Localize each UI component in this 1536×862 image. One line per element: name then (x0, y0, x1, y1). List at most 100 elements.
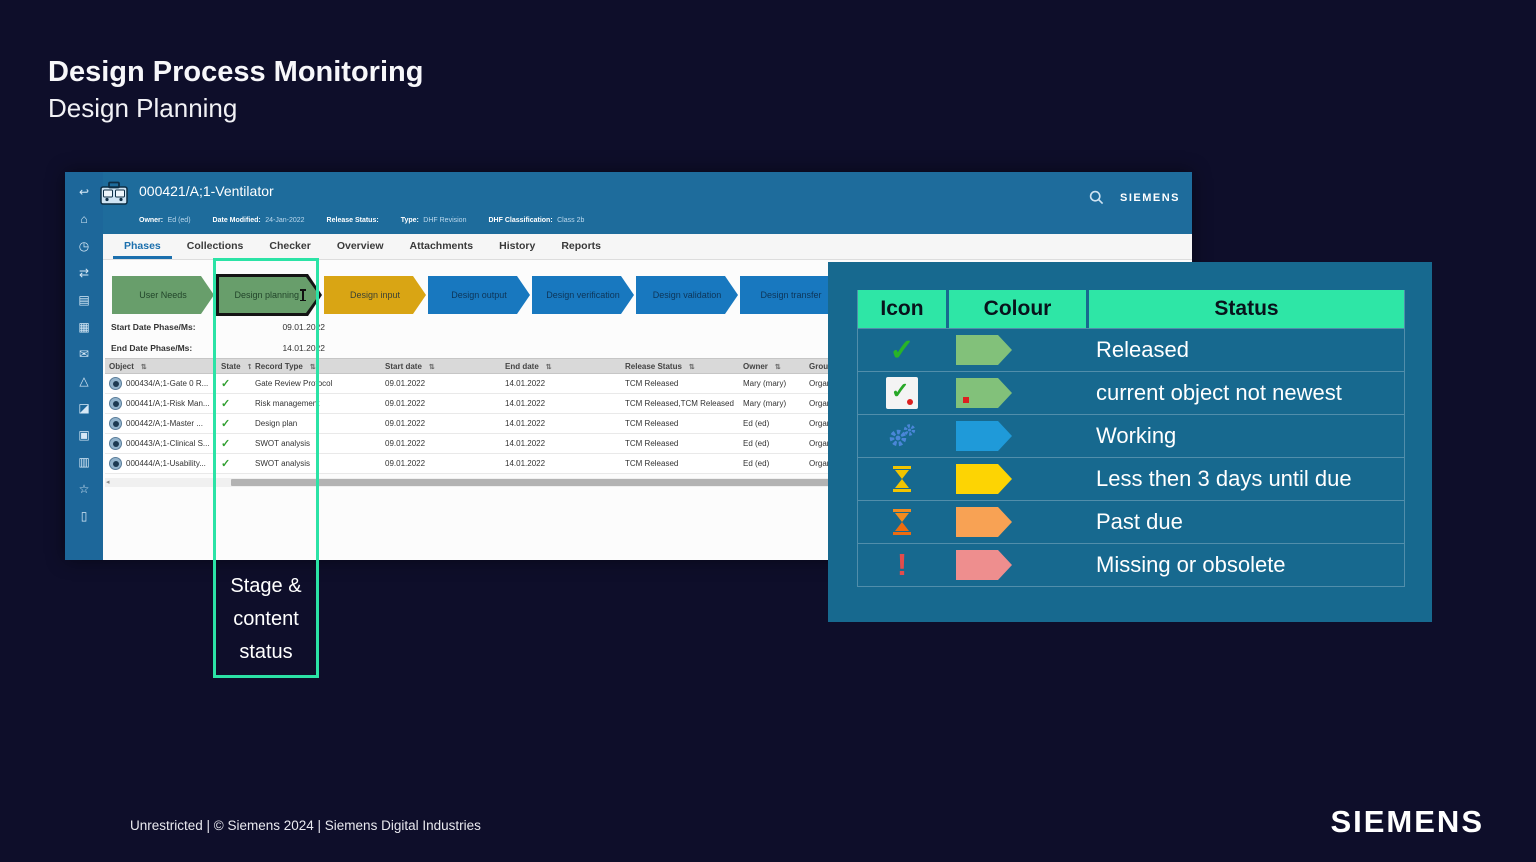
colour-flag (956, 464, 1012, 494)
sort-icon[interactable] (543, 362, 552, 371)
sort-icon[interactable] (772, 362, 781, 371)
legend-status-label: Missing or obsolete (1096, 552, 1286, 577)
search-icon[interactable] (1089, 190, 1104, 205)
home-icon[interactable]: ⌂ (80, 212, 88, 226)
phase-design-input[interactable]: Design input (324, 276, 426, 314)
object-icon (109, 377, 122, 390)
siemens-logo: SIEMENS (1330, 804, 1484, 839)
legend-row-due-soon: Less then 3 days until due (858, 457, 1404, 500)
meta-label: Release Status: (326, 217, 379, 224)
column-header-end-date[interactable]: End date (501, 362, 621, 371)
object-icon (109, 417, 122, 430)
page-subtitle: Design Planning (48, 93, 238, 123)
scroll-left-icon[interactable]: ◂ (106, 479, 110, 486)
tab-checker[interactable]: Checker (269, 240, 311, 252)
column-header-record-type[interactable]: Record Type (251, 362, 381, 371)
sort-icon[interactable] (138, 362, 147, 371)
end-date-label: End Date Phase/Ms: (111, 343, 193, 353)
recent-icon[interactable]: ◷ (78, 239, 90, 253)
colour-flag (956, 335, 1012, 365)
report-icon[interactable]: ▦ (78, 320, 90, 334)
column-header-state[interactable]: State (217, 362, 251, 371)
meta-label: Owner: (139, 217, 164, 224)
inbox-icon[interactable]: ✉ (78, 347, 90, 361)
legend-status-label: Working (1096, 423, 1177, 448)
folder-icon[interactable]: ▤ (78, 293, 90, 307)
status-legend-panel: Icon Colour Status Released current obje… (828, 262, 1432, 622)
tab-phases[interactable]: Phases (113, 234, 172, 259)
column-header-release-status[interactable]: Release Status (621, 362, 739, 371)
sort-icon[interactable] (686, 362, 695, 371)
legend-status-label: Less then 3 days until due (1096, 466, 1352, 491)
app-siemens-logo: SIEMENS (1119, 192, 1180, 204)
briefcase-icon (100, 181, 128, 205)
legend-header-icon: Icon (880, 297, 924, 320)
red-dot-icon (963, 397, 969, 403)
stage-status-highlight: Stage & content status (213, 258, 319, 678)
stage-status-label: Stage & content status (230, 575, 302, 663)
column-header-group[interactable]: Group (805, 362, 1187, 371)
phase-design-transfer[interactable]: Design transfer (740, 276, 842, 314)
tab-history[interactable]: History (499, 240, 536, 252)
green-check-icon (889, 333, 914, 368)
object-icon (109, 397, 122, 410)
column-header-object[interactable]: Object (105, 362, 217, 371)
app-sidebar: ↩ ⌂ ◷ ⇄ ▤ ▦ ✉ △ ◪ ▣ ▥ ☆ ▯ (65, 172, 103, 560)
image-icon[interactable]: ◪ (78, 401, 90, 415)
state-check-icon: ✓ (221, 418, 231, 430)
column-header-start-date[interactable]: Start date (381, 362, 501, 371)
phase-design-output[interactable]: Design output (428, 276, 530, 314)
sort-icon[interactable] (426, 362, 435, 371)
state-check-icon: ✓ (221, 398, 231, 410)
state-check-icon: ✓ (221, 458, 231, 470)
hourglass-orange-icon (893, 509, 911, 535)
meta-label: DHF Classification: (488, 217, 553, 224)
notes-icon[interactable]: ▯ (80, 509, 88, 523)
back-icon[interactable]: ↩ (78, 185, 90, 199)
meta-label: Date Modified: (212, 217, 261, 224)
object-metadata: Owner: Ed (ed) Date Modified: 24-Jan-202… (139, 209, 584, 227)
phase-design-planning-selected[interactable]: Design planning (216, 274, 322, 316)
object-title: 000421/A;1-Ventilator (139, 183, 274, 199)
phase-user-needs[interactable]: User Needs (112, 276, 214, 314)
legend-row-missing: Missing or obsolete (858, 543, 1404, 586)
colour-flag (956, 550, 1012, 580)
tab-reports[interactable]: Reports (561, 240, 602, 252)
legend-header-row: Icon Colour Status (858, 290, 1404, 328)
phase-design-validation[interactable]: Design validation (636, 276, 738, 314)
state-check-icon: ✓ (221, 438, 231, 450)
tab-overview[interactable]: Overview (336, 240, 384, 252)
meta-value: 24-Jan-2022 (265, 217, 305, 224)
column-header-owner[interactable]: Owner (739, 362, 805, 371)
legend-header-colour: Colour (946, 290, 1086, 328)
exclamation-icon (897, 547, 907, 583)
tab-attachments[interactable]: Attachments (409, 240, 474, 252)
text-cursor (302, 289, 304, 301)
dashboard-icon[interactable]: ▣ (78, 428, 90, 442)
colour-flag (956, 378, 1012, 408)
legend-row-past-due: Past due (858, 500, 1404, 543)
legend-row-released: Released (858, 328, 1404, 371)
favorites-icon[interactable]: ☆ (78, 482, 90, 496)
object-icon (109, 457, 122, 470)
issues-icon[interactable]: △ (79, 374, 89, 388)
scrollbar-thumb[interactable] (231, 479, 1091, 486)
colour-flag (956, 507, 1012, 537)
phase-flow: User Needs Design planning Design input … (112, 274, 842, 316)
document-icon[interactable]: ▥ (78, 455, 90, 469)
page-title: Design Process Monitoring (48, 56, 424, 88)
tab-collections[interactable]: Collections (186, 240, 244, 252)
app-header (65, 172, 1192, 234)
horizontal-scrollbar[interactable]: ◂ (105, 478, 1187, 487)
legend-status-label: Past due (1096, 509, 1183, 534)
start-date-value: 09.01.2022 (282, 322, 325, 332)
state-check-icon: ✓ (221, 378, 231, 390)
legend-header-status: Status (1086, 290, 1404, 328)
legend-status-label: Released (1096, 337, 1189, 362)
legend-table: Icon Colour Status Released current obje… (857, 290, 1405, 587)
phase-design-verification[interactable]: Design verification (532, 276, 634, 314)
legend-row-working: Working (858, 414, 1404, 457)
share-icon[interactable]: ⇄ (78, 266, 90, 280)
phase-design-planning[interactable]: Design planning (219, 277, 319, 313)
colour-flag (956, 421, 1012, 451)
